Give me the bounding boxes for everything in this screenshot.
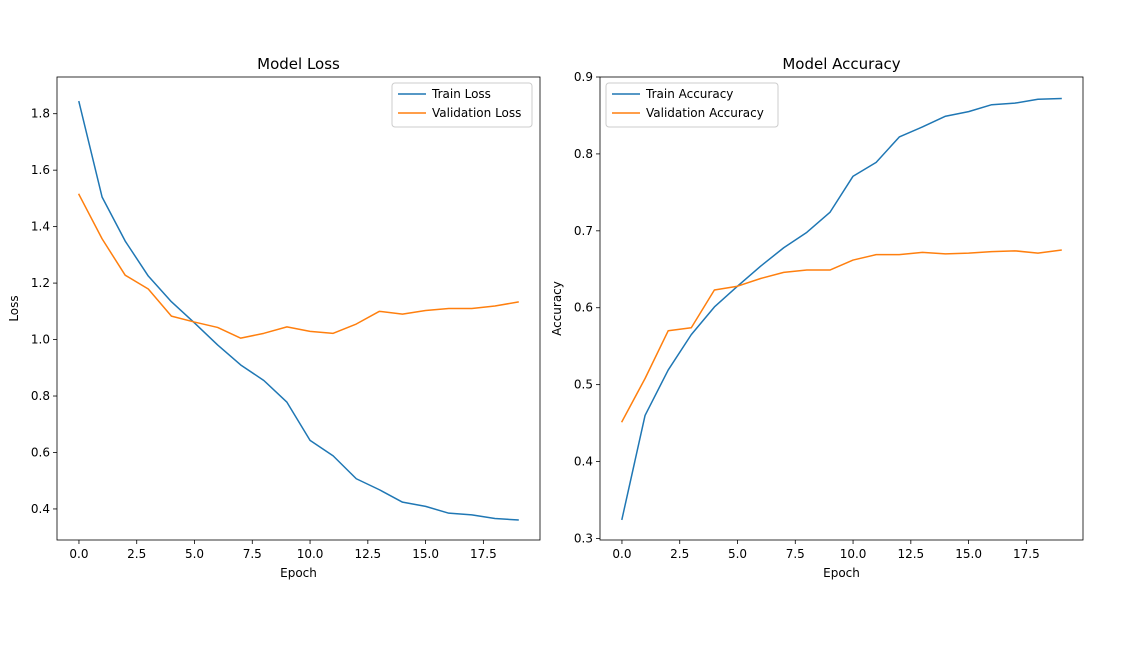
y-tick-label: 1.2 — [31, 276, 50, 290]
x-tick-label: 12.5 — [354, 547, 381, 561]
series-line-1 — [78, 100, 519, 521]
x-axis-label: Epoch — [280, 566, 317, 580]
x-tick-label: 17.5 — [1013, 547, 1040, 561]
legend-label: Train Accuracy — [645, 87, 733, 101]
legend-box — [605, 82, 779, 128]
x-tick-label: 7.5 — [786, 547, 805, 561]
y-tick-label: 0.4 — [574, 455, 593, 469]
y-tick-label: 1.0 — [31, 333, 50, 347]
chart-title: Model Accuracy — [782, 55, 900, 73]
y-tick-label: 0.9 — [574, 70, 593, 84]
y-tick-label: 0.8 — [31, 389, 50, 403]
x-tick-label: 7.5 — [243, 547, 262, 561]
x-tick-label: 2.5 — [670, 547, 689, 561]
plot-frame — [56, 76, 541, 541]
legend-label: Validation Accuracy — [646, 106, 764, 120]
legend: Train Accuracy Validation Accuracy — [605, 82, 779, 128]
y-axis-label: Accuracy — [550, 281, 564, 336]
x-tick-label: 15.0 — [955, 547, 982, 561]
x-tick-label: 2.5 — [127, 547, 146, 561]
y-tick-label: 1.4 — [31, 220, 50, 234]
x-tick-label: 5.0 — [185, 547, 204, 561]
series-line-2 — [620, 249, 1062, 423]
y-tick-label: 1.8 — [31, 107, 50, 121]
x-tick-label: 0.0 — [69, 547, 88, 561]
y-tick-label: 0.8 — [574, 147, 593, 161]
legend-box — [391, 82, 533, 128]
x-tick-label: 15.0 — [412, 547, 439, 561]
chart-title: Model Loss — [257, 55, 340, 73]
x-tick-label: 10.0 — [840, 547, 867, 561]
x-tick-label: 0.0 — [612, 547, 631, 561]
x-tick-label: 5.0 — [728, 547, 747, 561]
y-axis-label: Loss — [7, 295, 21, 321]
x-tick-label: 10.0 — [297, 547, 324, 561]
legend-label: Validation Loss — [432, 106, 521, 120]
y-tick-label: 1.6 — [31, 163, 50, 177]
x-tick-label: 12.5 — [897, 547, 924, 561]
y-tick-label: 0.3 — [574, 531, 593, 545]
y-tick-label: 0.6 — [31, 445, 50, 459]
legend: Train Loss Validation Loss — [391, 82, 533, 128]
legend-label: Train Loss — [431, 87, 491, 101]
series-line-1 — [621, 97, 1062, 521]
y-tick-label: 0.7 — [574, 224, 593, 238]
y-tick-label: 0.6 — [574, 301, 593, 315]
chart-panel-2: 0.0 2.5 5.0 7.5 10.0 12.5 15.0 17.5 0.3 0.4 0.5 0.6… — [550, 55, 1084, 580]
series-line-2 — [77, 193, 519, 339]
x-tick-label: 17.5 — [470, 547, 497, 561]
plot-frame — [599, 76, 1084, 541]
chart-panel-1: 0.0 2.5 5.0 7.5 10.0 12.5 15.0 17.5 0.4 0.6 0.8 1.0… — [7, 55, 541, 580]
y-tick-label: 0.5 — [574, 378, 593, 392]
y-tick-label: 0.4 — [31, 502, 50, 516]
x-axis-label: Epoch — [823, 566, 860, 580]
